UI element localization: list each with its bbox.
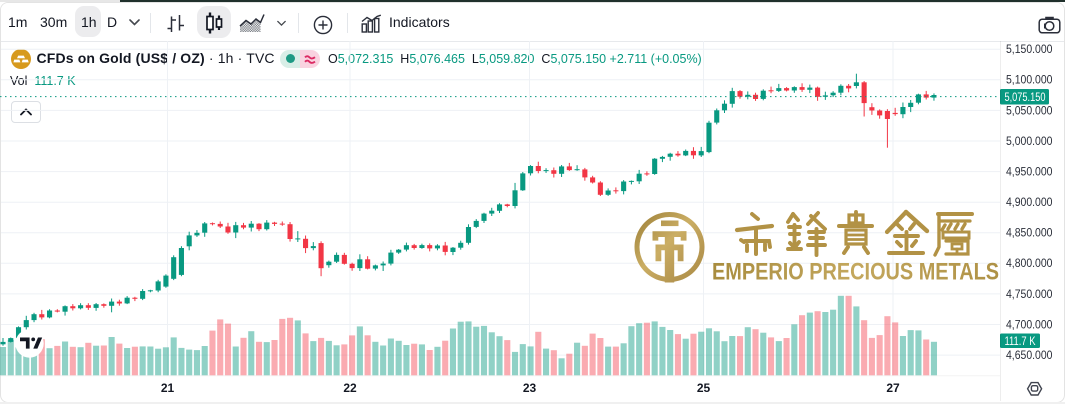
- svg-text:4,800.000: 4,800.000: [1006, 258, 1053, 270]
- svg-text:27: 27: [886, 381, 900, 395]
- svg-text:5,100.000: 5,100.000: [1006, 75, 1053, 87]
- svg-text:4,700.000: 4,700.000: [1006, 319, 1053, 331]
- svg-text:4,850.000: 4,850.000: [1006, 228, 1053, 240]
- svg-text:111.7 K: 111.7 K: [1005, 336, 1036, 348]
- svg-text:4,750.000: 4,750.000: [1006, 289, 1053, 301]
- svg-text:23: 23: [523, 381, 537, 395]
- svg-text:4,650.000: 4,650.000: [1006, 350, 1053, 362]
- svg-text:4,900.000: 4,900.000: [1006, 197, 1053, 209]
- svg-text:5,050.000: 5,050.000: [1006, 105, 1053, 117]
- svg-text:21: 21: [161, 381, 175, 395]
- svg-text:25: 25: [697, 381, 711, 395]
- svg-text:4,950.000: 4,950.000: [1006, 167, 1053, 179]
- svg-text:5,150.000: 5,150.000: [1006, 44, 1053, 56]
- svg-text:5,000.000: 5,000.000: [1006, 136, 1053, 148]
- svg-text:EMPERIO PRECIOUS METALS: EMPERIO PRECIOUS METALS: [712, 259, 999, 286]
- svg-text:5,075.150: 5,075.150: [1005, 92, 1046, 104]
- svg-text:22: 22: [343, 381, 357, 395]
